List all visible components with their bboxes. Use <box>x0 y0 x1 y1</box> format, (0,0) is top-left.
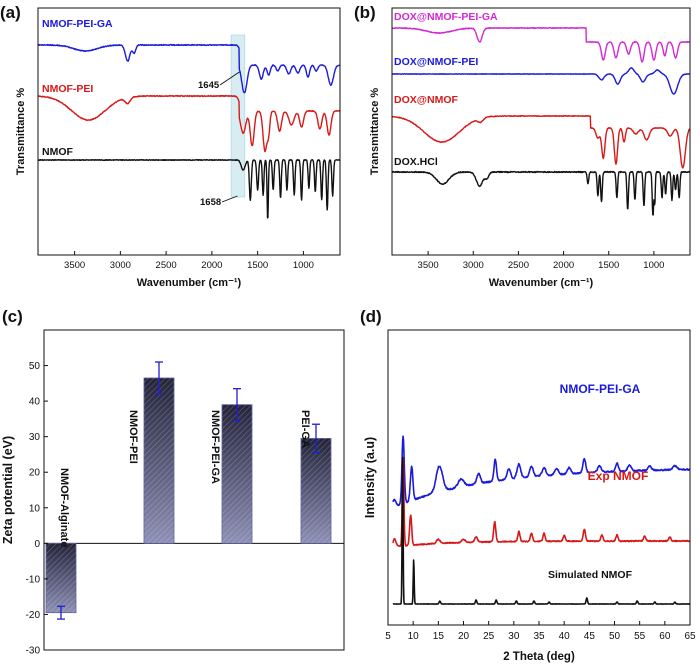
x-tick-label: 20 <box>458 631 470 642</box>
x-tick-label: 45 <box>584 631 596 642</box>
y-tick-label: -30 <box>26 646 41 657</box>
y-tick-label: -20 <box>26 610 41 621</box>
series-line-dox-nmof-pei <box>391 67 691 95</box>
category-label-nmof-pei-ga: NMOF-PEI-GA <box>209 410 221 484</box>
panel-a: (a) NMOF-PEI-GA NMOF-PEI NMOF 3500 3000 2500 20… <box>0 3 341 289</box>
y-tick-label: 0 <box>34 539 40 550</box>
y-axis-label: Zeta potential (eV) <box>1 436 15 544</box>
x-tick-label: 60 <box>659 631 671 642</box>
x-tick-label: 55 <box>634 631 646 642</box>
y-tick-label: 30 <box>29 432 41 443</box>
x-tick-label: 2000 <box>201 260 222 271</box>
x-tick-label: 40 <box>559 631 571 642</box>
annotation-arrow-1645 <box>219 71 240 86</box>
panel-c-label: (c) <box>2 307 23 326</box>
x-tick-label: 1500 <box>247 260 268 271</box>
panel-b: (b) DOX@NMOF-PEI-GA DOX@NMOF-PEI DOX@NMOF DO… <box>354 3 691 289</box>
panel-c: (c) NMOF-Alginate NMOF-PEI NMOF-PEI-GA PEI-G… <box>1 307 345 657</box>
bar-nmof-alginate-hatch <box>46 543 76 613</box>
legend-label-nmof-pei-ga: NMOF-PEI-GA <box>560 382 641 396</box>
legend-label-nmof: NMOF <box>42 146 73 158</box>
bar-nmof-pei-ga-hatch <box>222 404 252 544</box>
x-tick-label: 2500 <box>156 260 177 271</box>
annotation-1645: 1645 <box>198 80 220 91</box>
legend-label-nmof-pei-ga: NMOF-PEI-GA <box>42 18 113 30</box>
plot-frame <box>37 7 341 256</box>
plot-frame <box>391 7 691 256</box>
x-tick-label: 1000 <box>643 260 664 271</box>
panel-a-label: (a) <box>0 3 21 22</box>
y-axis-label: Intensity (a.u) <box>363 437 377 518</box>
series-line-nmof-pei-ga <box>37 43 341 94</box>
x-tick-label: 2000 <box>553 260 574 271</box>
series-line-dox-nmof <box>391 115 691 169</box>
panel-d: (d) NMOF-PEI-GA Exp NMOF Simulated NMOF 5 10 1… <box>360 307 696 663</box>
x-axis-label: Wavenumber (cm⁻¹) <box>489 277 594 289</box>
legend-label-dox-hcl: DOX.HCl <box>394 156 438 168</box>
series-line-nmof <box>37 159 341 219</box>
y-tick-label: 20 <box>29 468 41 479</box>
bar-nmof-pei-hatch <box>144 378 174 544</box>
x-tick-label: 3000 <box>110 260 131 271</box>
legend-label-nmof-pei: NMOF-PEI <box>42 83 93 95</box>
x-tick-label: 65 <box>684 631 696 642</box>
x-tick-label: 30 <box>508 631 520 642</box>
series-line-nmof-pei <box>37 94 341 153</box>
plot-frame <box>43 329 345 651</box>
x-tick-label: 3500 <box>64 260 85 271</box>
category-label-nmof-pei: NMOF-PEI <box>127 410 139 464</box>
x-tick-label: 2500 <box>508 260 529 271</box>
category-label-pei-ga: PEI-GA <box>299 410 311 448</box>
panel-b-label: (b) <box>354 3 376 22</box>
panel-d-label: (d) <box>360 307 382 326</box>
bar-pei-ga-hatch <box>301 438 331 544</box>
y-axis-label: Transmittance % <box>15 88 27 176</box>
series-line-nmof-pei-ga <box>392 435 691 507</box>
x-tick-label: 50 <box>609 631 621 642</box>
legend-label-exp-nmof: Exp NMOF <box>588 469 649 483</box>
y-tick-label: 50 <box>29 361 41 372</box>
x-tick-label: 5 <box>385 631 391 642</box>
x-axis-label: 2 Theta (deg) <box>503 651 575 663</box>
x-tick-label: 3000 <box>463 260 484 271</box>
y-tick-label: -10 <box>26 574 41 585</box>
legend-label-dox-nmof-pei: DOX@NMOF-PEI <box>394 56 478 68</box>
x-tick-label: 35 <box>533 631 545 642</box>
x-tick-label: 10 <box>408 631 420 642</box>
series-line-exp-nmof <box>392 457 691 547</box>
y-tick-label: 10 <box>29 503 41 514</box>
y-tick-label: 40 <box>29 397 41 408</box>
legend-label-simulated-nmof: Simulated NMOF <box>548 569 633 581</box>
x-tick-label: 1500 <box>598 260 619 271</box>
y-axis-label: Transmittance % <box>369 88 381 176</box>
series-line-simulated-nmof <box>392 456 691 605</box>
x-tick-label: 3500 <box>418 260 439 271</box>
legend-label-dox-nmof: DOX@NMOF <box>394 94 458 106</box>
series-line-dox-hcl <box>391 170 691 216</box>
x-tick-label: 25 <box>483 631 495 642</box>
series-line-dox-nmof-pei-ga <box>391 27 691 63</box>
annotation-arrow-1658 <box>221 195 238 203</box>
category-label-nmof-alginate: NMOF-Alginate <box>58 468 70 547</box>
legend-label-dox-nmof-pei-ga: DOX@NMOF-PEI-GA <box>394 11 498 23</box>
x-axis-label: Wavenumber (cm⁻¹) <box>137 277 242 289</box>
x-tick-label: 15 <box>433 631 445 642</box>
highlight-band <box>230 34 246 198</box>
x-tick-label: 1000 <box>293 260 314 271</box>
annotation-1658: 1658 <box>200 197 221 208</box>
